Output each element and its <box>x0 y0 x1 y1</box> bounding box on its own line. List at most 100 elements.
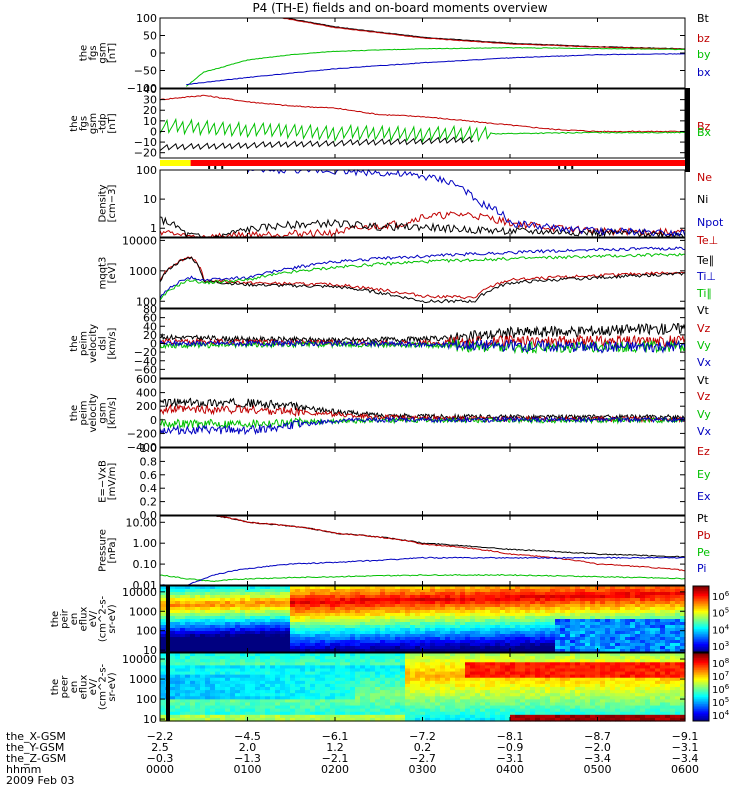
spectrogram-cell <box>395 671 401 676</box>
spectrogram-cell <box>420 601 426 605</box>
spectrogram-cell <box>505 607 511 611</box>
spectrogram-cell <box>540 683 546 688</box>
spectrogram-cell <box>500 683 506 688</box>
spectrogram-cell <box>175 649 181 653</box>
spectrogram-cell <box>325 665 331 670</box>
spectrogram-cell <box>550 668 556 673</box>
spectrogram-cell <box>355 696 361 700</box>
spectrogram-cell <box>360 674 366 679</box>
spectrogram-cell <box>530 671 536 676</box>
spectrogram-cell <box>470 613 476 617</box>
spectrogram-cell <box>175 680 181 685</box>
spectrogram-cell <box>415 677 421 682</box>
spectrogram-cell <box>450 693 456 697</box>
spectrogram-cell <box>380 677 386 682</box>
spectrogram-cell <box>520 637 526 641</box>
spectrogram-cell <box>270 592 276 596</box>
spectrogram-cell <box>195 589 201 593</box>
spectrogram-cell <box>220 616 226 620</box>
spectrogram-cell <box>560 671 566 676</box>
spectrogram-cell <box>490 696 496 700</box>
spectrogram-cell <box>160 711 166 716</box>
spectrogram-cell <box>465 696 471 700</box>
spectrogram-cell <box>615 643 621 647</box>
spectrogram-cell <box>175 598 181 602</box>
spectrogram-cell <box>670 659 676 663</box>
spectrogram-cell <box>385 683 391 688</box>
spectrogram-cell <box>245 702 251 707</box>
spectrogram-cell <box>160 662 166 666</box>
spectrogram-cell <box>315 622 321 626</box>
spectrogram-cell <box>480 680 486 685</box>
spectrogram-cell <box>460 598 466 602</box>
spectrogram-cell <box>200 668 206 673</box>
spectrogram-cell <box>400 668 406 673</box>
spectrogram-cell <box>285 656 291 660</box>
spectrogram-cell <box>610 616 616 620</box>
spectrogram-cell <box>470 619 476 623</box>
spectrogram-cell <box>470 628 476 632</box>
spectrogram-cell <box>240 613 246 617</box>
spectrogram-cell <box>295 586 301 590</box>
spectrogram-cell <box>385 693 391 697</box>
spectrogram-cell <box>195 653 201 657</box>
legend-label: Npot <box>697 216 724 229</box>
spectrogram-cell <box>335 705 341 710</box>
spectrogram-cell <box>670 702 676 707</box>
spectrogram-cell <box>650 631 656 635</box>
spectrogram-cell <box>635 702 641 707</box>
spectrogram-cell <box>405 674 411 679</box>
spectrogram-cell <box>490 702 496 707</box>
spectrogram-cell <box>290 634 296 638</box>
spectrogram-cell <box>625 637 631 641</box>
spectrogram-cell <box>600 668 606 673</box>
spectrogram-cell <box>310 622 316 626</box>
spectrogram-cell <box>680 628 686 632</box>
spectrogram-cell <box>605 702 611 707</box>
spectrogram-cell <box>675 595 681 599</box>
spectrogram-cell <box>305 613 311 617</box>
spectrogram-cell <box>205 613 211 617</box>
spectrogram-cell <box>495 717 501 722</box>
spectrogram-cell <box>350 656 356 660</box>
spectrogram-cell <box>220 646 226 650</box>
spectrogram-cell <box>410 671 416 676</box>
legend-label: bz <box>697 32 710 45</box>
spectrogram-cell <box>670 683 676 688</box>
spectrogram-cell <box>210 696 216 700</box>
legend-label: Ex <box>697 490 711 503</box>
spectrogram-cell <box>475 628 481 632</box>
spectrogram-cell <box>610 640 616 644</box>
spectrogram-cell <box>365 687 371 691</box>
spectrogram-cell <box>330 677 336 682</box>
spectrogram-cell <box>170 653 176 657</box>
spectrogram-cell <box>665 634 671 638</box>
spectrogram-cell <box>205 687 211 691</box>
legend-label: Bz <box>697 120 711 133</box>
spectrogram-cell <box>245 640 251 644</box>
spectrogram-cell <box>195 680 201 685</box>
spectrogram-cell <box>620 634 626 638</box>
spectrogram-cell <box>425 613 431 617</box>
spectrogram-cell <box>660 662 666 666</box>
spectrogram-cell <box>380 607 386 611</box>
spectrogram-cell <box>315 592 321 596</box>
spectrogram-cell <box>475 674 481 679</box>
spectrogram-cell <box>210 653 216 657</box>
spectrogram-cell <box>330 625 336 629</box>
spectrogram-cell <box>390 628 396 632</box>
spectrogram-cell <box>440 649 446 653</box>
spectrogram-cell <box>470 589 476 593</box>
spectrogram-cell <box>645 637 651 641</box>
spectrogram-cell <box>220 717 226 722</box>
spectrogram-cell <box>495 613 501 617</box>
spectrogram-cell <box>675 674 681 679</box>
spectrogram-cell <box>450 662 456 666</box>
spectrogram-cell <box>580 702 586 707</box>
spectrogram-cell <box>445 665 451 670</box>
spectrogram-cell <box>530 619 536 623</box>
spectrogram-cell <box>170 589 176 593</box>
spectrogram-cell <box>565 646 571 650</box>
spectrogram-cell <box>465 708 471 713</box>
spectrogram-cell <box>455 607 461 611</box>
